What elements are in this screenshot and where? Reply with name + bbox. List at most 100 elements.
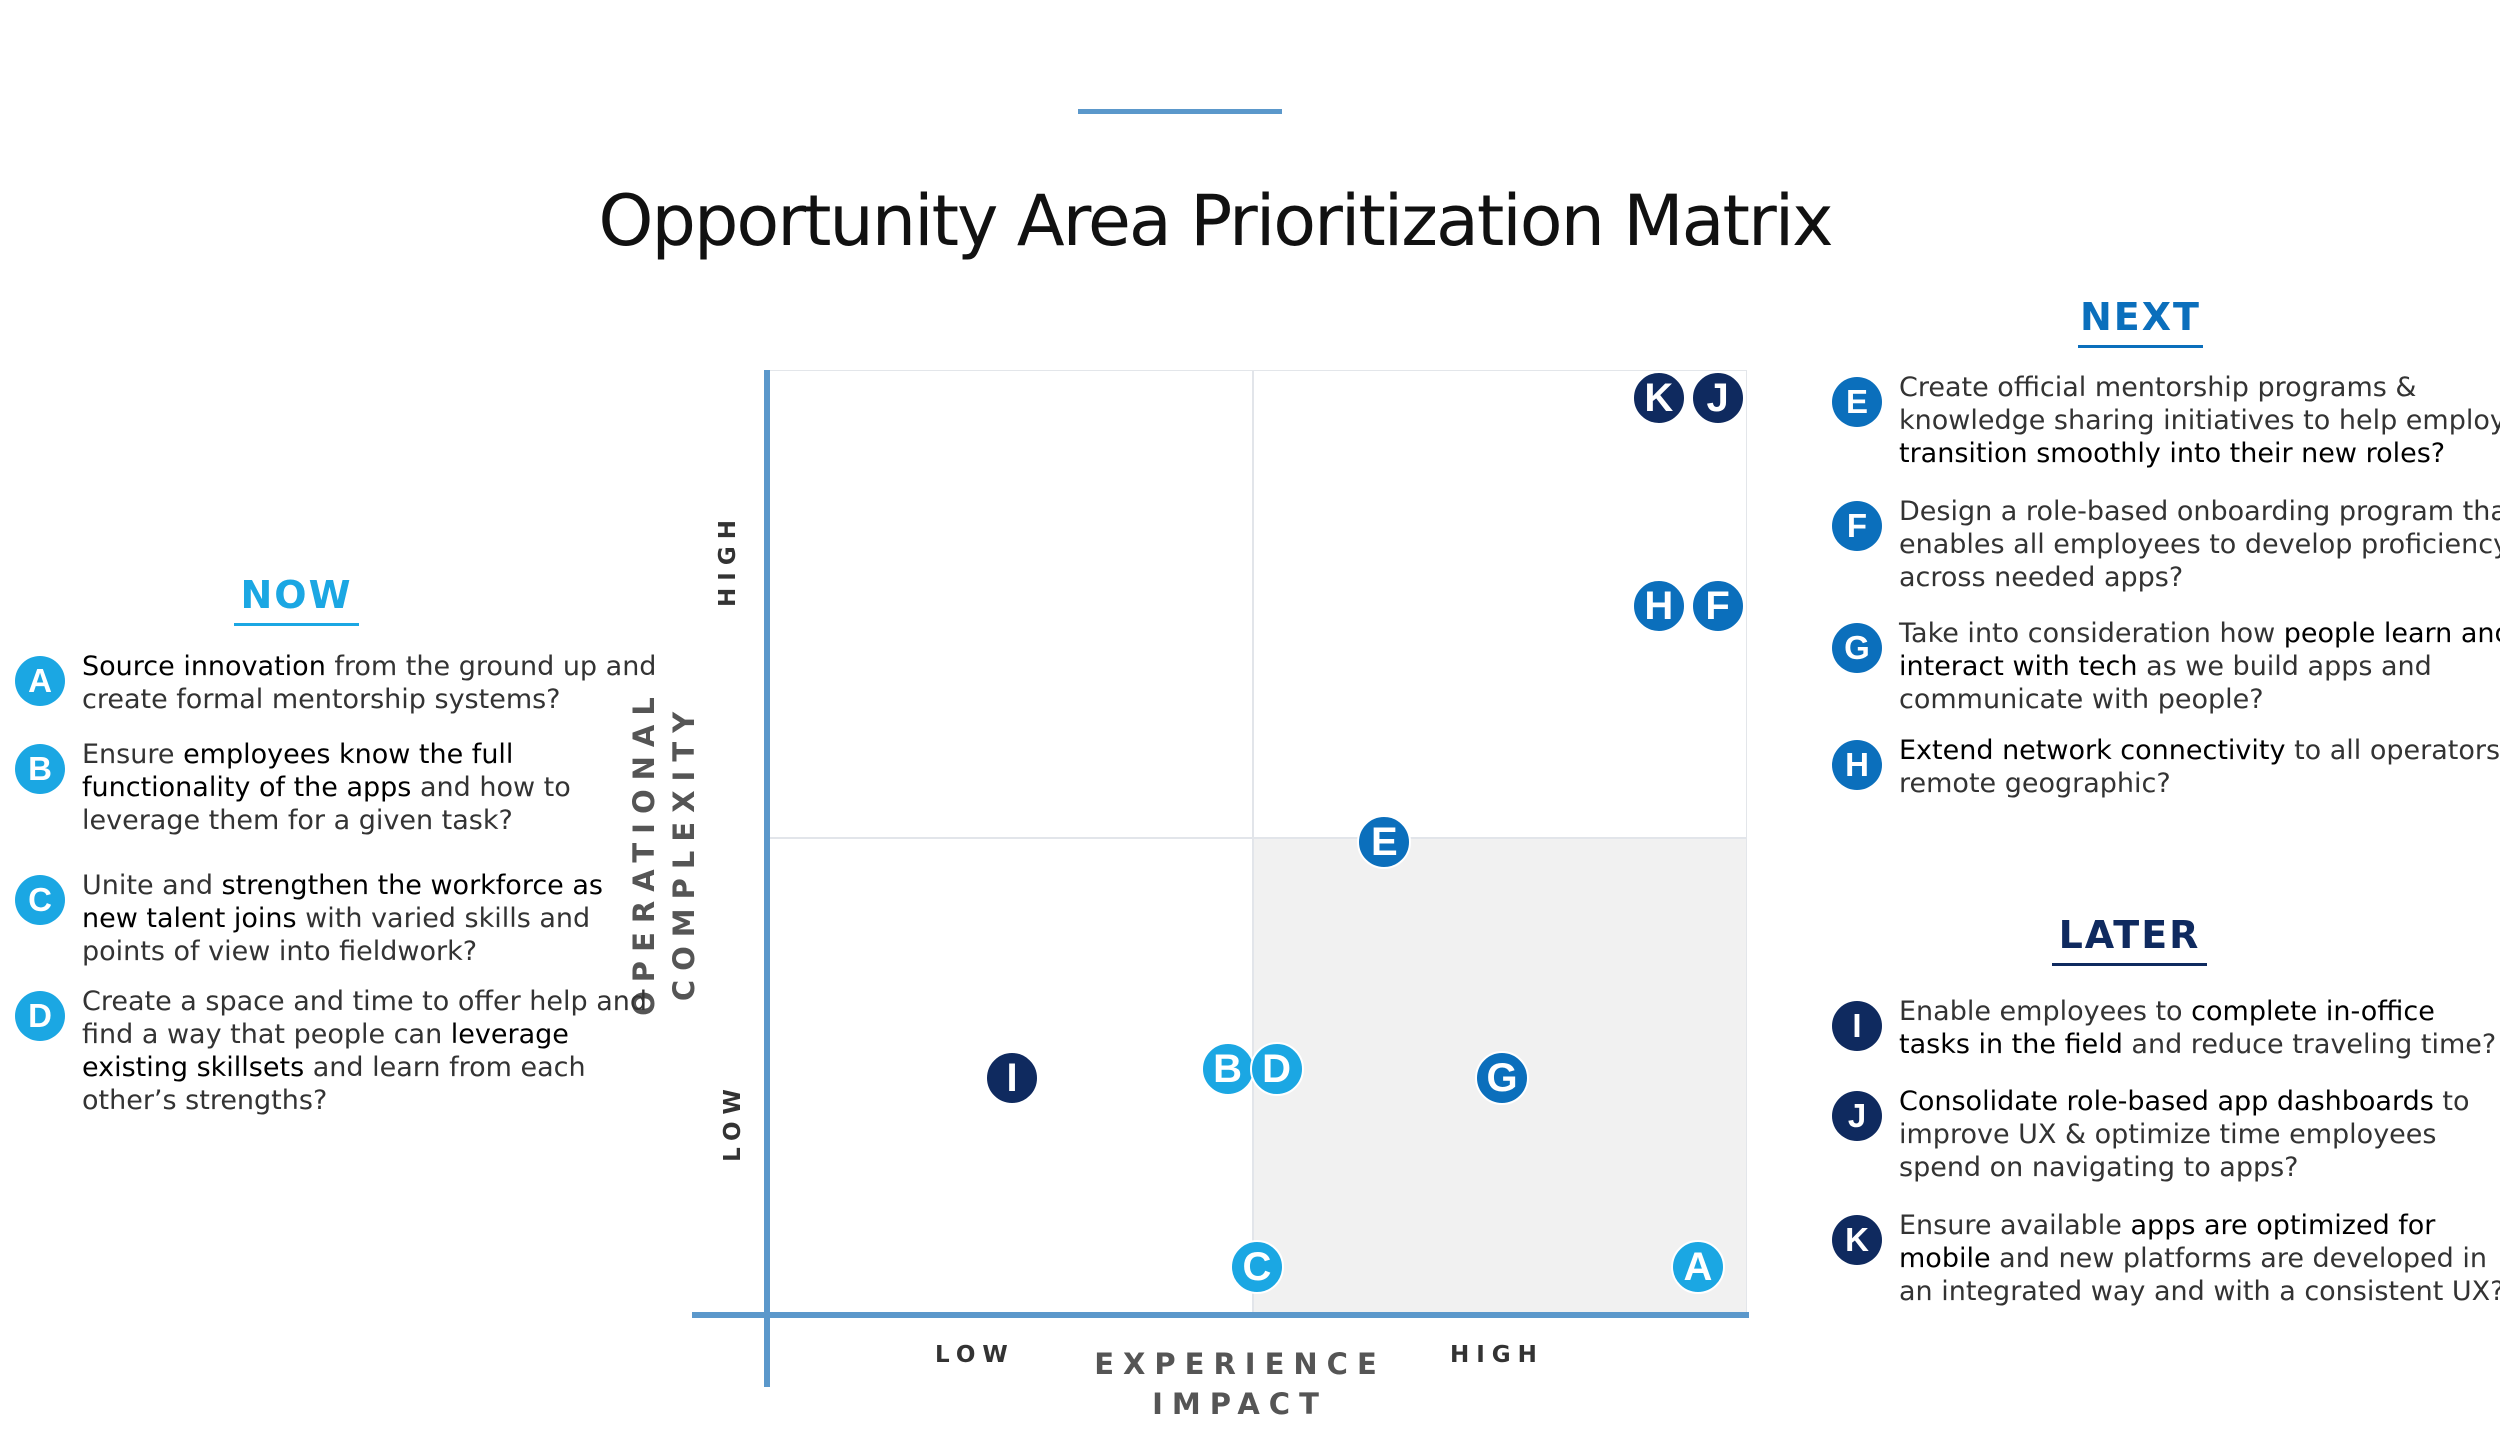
title-accent-line — [1078, 109, 1282, 114]
marker-j: J — [1690, 371, 1745, 426]
item-description-line: new talent joins with varied skills and — [82, 902, 603, 935]
item-description-line: existing skillsets and learn from each — [82, 1051, 647, 1084]
x-axis-title-line-2: IMPACT — [1152, 1387, 1328, 1421]
description-text: enables all employees to develop profici… — [1899, 529, 2500, 560]
marker-a: A — [1671, 1239, 1725, 1294]
description-text: spend on navigating to apps? — [1899, 1152, 2299, 1183]
emphasized-text: strengthen the workforce as — [221, 870, 603, 901]
matrix-vertical-divider — [1252, 370, 1254, 1314]
item-description: Create official mentorship programs & kno… — [1899, 371, 2500, 470]
description-text: Create official mentorship programs & — [1899, 372, 2417, 403]
item-description-line: Source innovation from the ground up and — [82, 650, 656, 683]
description-text: to all operators in — [2294, 735, 2500, 766]
description-text: Unite and — [82, 870, 222, 901]
item-description-line: Enable employees to complete in-office — [1899, 995, 2496, 1028]
emphasized-text: new talent joins — [82, 903, 297, 934]
item-description-line: enables all employees to develop profici… — [1899, 528, 2500, 561]
x-axis-line — [692, 1312, 1749, 1318]
description-text: communicate with people? — [1899, 684, 2264, 715]
description-text: across needed apps? — [1899, 562, 2184, 593]
item-badge: J — [1832, 1091, 1882, 1141]
marker-h: H — [1631, 579, 1686, 633]
item-b: B Ensure employees know the full functiona… — [15, 738, 571, 837]
now-heading: NOW — [234, 573, 359, 626]
item-description: Enable employees to complete in-office ta… — [1899, 995, 2496, 1061]
item-description-line: spend on navigating to apps? — [1899, 1151, 2470, 1184]
marker-g: G — [1475, 1051, 1529, 1105]
item-description-line: interact with tech as we build apps and — [1899, 650, 2500, 683]
item-a: A Source innovation from the ground up an… — [15, 650, 656, 716]
item-description: Ensure employees know the full functional… — [82, 738, 571, 837]
item-badge: I — [1832, 1001, 1882, 1051]
item-description-line: an integrated way and with a consistent … — [1899, 1275, 2500, 1308]
y-axis-line — [764, 370, 770, 1387]
item-description-line: Design a role-based onboarding program t… — [1899, 495, 2500, 528]
marker-e: E — [1357, 815, 1412, 869]
item-badge: K — [1832, 1215, 1882, 1265]
description-text: to — [2433, 1086, 2470, 1117]
emphasized-text: interact with tech — [1899, 651, 2138, 682]
marker-k: K — [1631, 371, 1686, 426]
emphasized-text: people learn and — [2283, 618, 2500, 649]
emphasized-text: leverage — [450, 1019, 569, 1050]
description-text: and reduce traveling time? — [2122, 1029, 2497, 1060]
description-text: leverage them for a given task? — [82, 805, 513, 836]
emphasized-text: complete in-office — [2191, 996, 2435, 1027]
item-badge: B — [15, 744, 65, 794]
emphasized-text: Consolidate role-based app dashboards — [1899, 1086, 2434, 1117]
item-badge: D — [15, 991, 65, 1041]
item-g: G Take into consideration how people lear… — [1832, 617, 2500, 716]
description-text: Create a space and time to offer help an… — [82, 986, 648, 1017]
item-description-line: find a way that people can leverage — [82, 1018, 647, 1051]
item-description-line: Take into consideration how people learn… — [1899, 617, 2500, 650]
emphasized-text: transition smoothly into their new roles… — [1899, 438, 2446, 469]
item-description-line: Ensure available apps are optimized for — [1899, 1209, 2500, 1242]
marker-d: D — [1249, 1041, 1304, 1096]
later-heading: LATER — [2052, 913, 2207, 966]
item-h: H Extend network connectivity to all oper… — [1832, 734, 2500, 800]
emphasized-text: tasks in the field — [1899, 1029, 2123, 1060]
description-text: Design a role-based onboarding program t… — [1899, 496, 2500, 527]
description-text: find a way that people can — [82, 1019, 451, 1050]
item-description-line: remote geographic? — [1899, 767, 2500, 800]
item-description-line: other’s strengths? — [82, 1084, 647, 1117]
description-text: Enable employees to — [1899, 996, 2192, 1027]
item-description: Create a space and time to offer help an… — [82, 985, 647, 1117]
item-description: Extend network connectivity to all opera… — [1899, 734, 2500, 800]
emphasized-text: functionality of the apps — [82, 772, 412, 803]
emphasized-text: existing skillsets — [82, 1052, 305, 1083]
item-description: Unite and strengthen the workforce as new… — [82, 869, 603, 968]
y-axis-high-label: HIGH — [715, 513, 741, 607]
item-k: K Ensure available apps are optimized for… — [1832, 1209, 2500, 1308]
emphasized-text: Source innovation — [82, 651, 326, 682]
description-text: remote geographic? — [1899, 768, 2171, 799]
item-description: Ensure available apps are optimized for m… — [1899, 1209, 2500, 1308]
item-description: Design a role-based onboarding program t… — [1899, 495, 2500, 594]
item-description-line: Extend network connectivity to all opera… — [1899, 734, 2500, 767]
description-text: an integrated way and with a consistent … — [1899, 1276, 2500, 1307]
description-text: with varied skills and — [296, 903, 591, 934]
item-description-line: Unite and strengthen the workforce as — [82, 869, 603, 902]
description-text: as we build apps and — [2137, 651, 2432, 682]
page-title: Opportunity Area Prioritization Matrix — [598, 180, 1833, 262]
item-description-line: functionality of the apps and how to — [82, 771, 571, 804]
item-badge: A — [15, 656, 65, 706]
description-text: Take into consideration how — [1899, 618, 2284, 649]
description-text: knowledge sharing initiatives to help em… — [1899, 405, 2500, 436]
description-text: create formal mentorship systems? — [82, 684, 561, 715]
description-text: points of view into fieldwork? — [82, 936, 478, 967]
item-e: E Create official mentorship programs & kn… — [1832, 371, 2500, 470]
description-text: improve UX & optimize time employees — [1899, 1119, 2437, 1150]
x-axis-low-label: LOW — [935, 1342, 1015, 1368]
item-badge: G — [1832, 623, 1882, 673]
item-badge: F — [1832, 501, 1882, 551]
item-description-line: Create a space and time to offer help an… — [82, 985, 647, 1018]
item-description-line: Consolidate role-based app dashboards to — [1899, 1085, 2470, 1118]
matrix-horizontal-divider — [767, 837, 1747, 839]
description-text: and new platforms are developed in — [1990, 1243, 2487, 1274]
marker-f: F — [1690, 579, 1745, 633]
next-heading: NEXT — [2078, 295, 2203, 348]
item-description: Source innovation from the ground up and… — [82, 650, 656, 716]
item-description-line: tasks in the field and reduce traveling … — [1899, 1028, 2496, 1061]
marker-i: I — [985, 1051, 1039, 1105]
